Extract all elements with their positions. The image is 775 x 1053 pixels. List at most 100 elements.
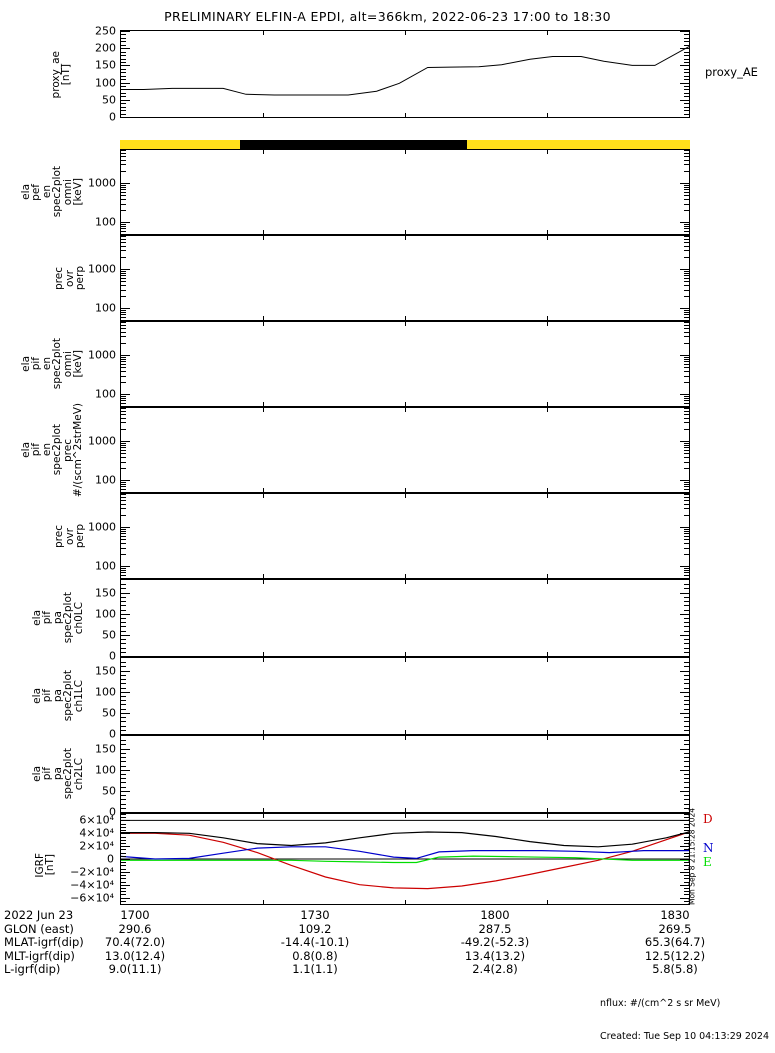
y-tick-minor [684, 198, 689, 200]
x-tick [263, 658, 264, 662]
x-tick [405, 814, 406, 818]
y-tick-minor [121, 826, 126, 828]
y-tick-minor [121, 186, 126, 188]
y-tick-minor [684, 89, 689, 91]
y-tick-major [121, 566, 130, 568]
y-tick-minor [684, 238, 689, 240]
y-tick-minor [684, 584, 689, 586]
y-tick-major [121, 183, 130, 185]
y-tick-minor [121, 830, 126, 832]
y-tick-minor [121, 442, 126, 444]
y-tick-minor [121, 584, 126, 586]
bottom-axis-row-labels: 2022 Jun 23 GLON (east) MLAT-igrf(dip) MLT-… [4, 908, 84, 977]
x-tick [547, 730, 548, 734]
y-tick-minor [121, 683, 126, 685]
y-tick-minor [121, 398, 126, 399]
y-tick-minor [121, 839, 126, 841]
bottom-axis-value-mlt: 13.4(13.2) [464, 948, 526, 963]
y-tick-minor [684, 429, 689, 431]
x-tick [263, 488, 264, 492]
y-tick-minor [121, 662, 126, 664]
y-tick-minor [121, 164, 126, 166]
y-tick-minor [684, 408, 689, 409]
y-tick-minor [684, 799, 689, 801]
bottom-axis-value-time: 1800 [480, 908, 510, 922]
axis-title-line-5: #/(scm^2strMeV) [72, 402, 84, 498]
x-tick [547, 658, 548, 662]
igrf-line-N [121, 846, 689, 860]
y-tick-minor [121, 568, 126, 569]
y-tick-minor [684, 486, 689, 488]
x-tick [405, 736, 406, 740]
y-tick-minor [684, 830, 689, 832]
y-tick-minor [684, 444, 689, 446]
y-tick-minor [121, 37, 126, 39]
x-tick [263, 316, 264, 320]
x-tick [405, 574, 406, 578]
y-ticklabel: −6×10⁴ [70, 891, 114, 905]
y-tick-minor [121, 836, 126, 838]
y-tick-minor [684, 314, 689, 316]
axis-title-ela_pif_en_spec2plot_perp: prec ovr perp [52, 495, 88, 577]
bottom-axis-column: 1730 109.2 -14.4(-10.1) 0.8(0.8) 1.1(1.1) [240, 908, 390, 977]
y-tick-minor [684, 155, 689, 157]
x-tick [263, 900, 264, 904]
axis-title-line-1: pif [30, 443, 42, 457]
y-tick-minor [121, 461, 126, 463]
y-tick-minor [684, 570, 689, 571]
y-tick-major [680, 769, 689, 771]
y-tick-major [680, 712, 689, 714]
axis-title-ela_pif_pa_spec2plot_ch1LC: ela pif pa spec2plot ch1LC [28, 659, 88, 733]
y-tick-minor [121, 535, 126, 537]
axis-title-line-4: ch1LC [72, 679, 85, 713]
y-tick-minor [684, 786, 689, 788]
y-tick-minor [684, 366, 689, 368]
y-tick-minor [121, 75, 126, 77]
y-tick-minor [684, 382, 689, 384]
y-tick-major [680, 222, 689, 224]
y-tick-minor [684, 618, 689, 619]
y-tick-minor [684, 875, 689, 877]
y-tick-major [121, 820, 130, 822]
y-tick-minor [684, 103, 689, 105]
y-tick-minor [121, 422, 126, 424]
y-ticklabel: 4×10⁴ [79, 826, 114, 840]
bottom-axis-value-mlt: 0.8(0.8) [292, 948, 338, 963]
y-tick-minor [684, 75, 689, 77]
y-tick-minor [684, 878, 689, 880]
y-ticklabel: 0 [107, 852, 114, 866]
y-tick-minor [121, 765, 126, 767]
y-tick-minor [684, 398, 689, 399]
bottom-row-label: MLAT-igrf(dip) [4, 935, 84, 950]
bottom-axis-column: 1700 290.6 70.4(72.0) 13.0(12.4) 9.0(11.1) [60, 908, 210, 977]
axis-title-line-5: [keV] [72, 178, 84, 206]
y-ticklabel: 0 [109, 727, 116, 741]
y-tick-minor [684, 836, 689, 838]
footer-created: Created: Tue Sep 10 04:13:29 2024 [600, 1031, 769, 1042]
y-tick-minor [684, 270, 689, 272]
y-tick-minor [684, 643, 689, 645]
y-tick-major [121, 846, 130, 848]
footer-notes: nflux: #/(cm^2 s sr MeV) Created: Tue Se… [600, 976, 769, 1053]
y-ticklabel: 50 [102, 784, 116, 798]
y-tick-minor [684, 744, 689, 746]
y-tick-minor [684, 904, 689, 905]
y-tick-minor [684, 679, 689, 681]
y-tick-minor [684, 900, 689, 902]
y-tick-minor [684, 765, 689, 767]
y-tick-minor [684, 752, 689, 754]
y-tick-minor [121, 322, 126, 323]
x-tick [263, 808, 264, 812]
y-tick-minor [684, 442, 689, 444]
x-tick [263, 736, 264, 740]
y-tick-minor [121, 488, 126, 490]
y-tick-minor [121, 484, 126, 485]
y-ticklabel: 1000 [88, 262, 116, 276]
y-tick-minor [121, 226, 126, 227]
y-tick-minor [684, 96, 689, 98]
y-tick-minor [684, 159, 689, 161]
y-tick-minor [684, 468, 689, 470]
y-tick-minor [684, 452, 689, 454]
y-tick-minor [684, 41, 689, 43]
y-tick-minor [684, 894, 689, 896]
